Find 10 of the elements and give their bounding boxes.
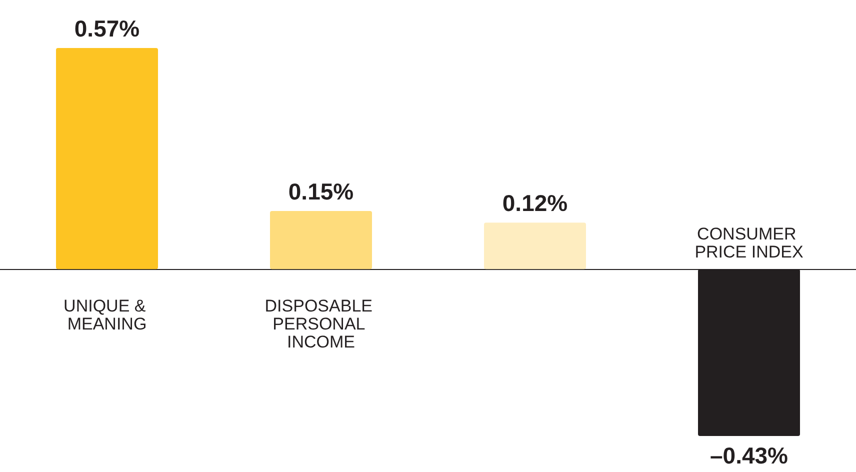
- x-tick-label: DISPOSABLE PERSONAL INCOME: [264, 296, 378, 352]
- data-label: 0.57%: [74, 16, 140, 42]
- data-label: 0.12%: [502, 190, 568, 216]
- x-tick-label: UNIQUE & MEANING: [64, 296, 150, 334]
- bar: [484, 222, 586, 270]
- bar: [56, 48, 158, 270]
- x-tick-label: CONSUMER PRICE INDEX: [694, 224, 804, 262]
- bar: [270, 210, 372, 270]
- data-label: 0.15%: [288, 178, 354, 204]
- data-label: –0.43%: [710, 442, 788, 468]
